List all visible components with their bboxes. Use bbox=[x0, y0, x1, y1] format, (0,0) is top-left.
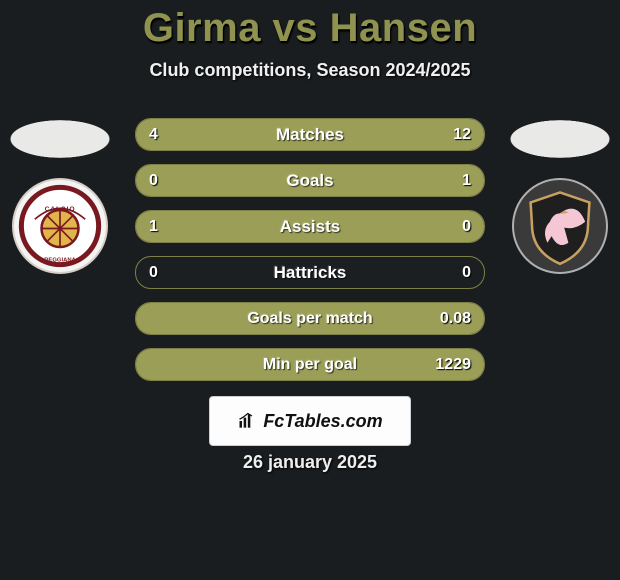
brand-badge[interactable]: FcTables.com bbox=[209, 396, 411, 446]
left-crest: CALCIO REGGIANA bbox=[12, 178, 108, 274]
stat-left-value: 1 bbox=[149, 210, 158, 243]
left-crest-icon: CALCIO REGGIANA bbox=[18, 184, 102, 268]
stat-right-value: 12 bbox=[453, 118, 471, 151]
chart-icon bbox=[237, 411, 257, 431]
stat-bar-matches: 4 12 Matches bbox=[135, 118, 485, 151]
stat-bar-hattricks: 0 0 Hattricks bbox=[135, 256, 485, 289]
brand-text: FcTables.com bbox=[263, 411, 382, 432]
stat-right-value: 0 bbox=[462, 210, 471, 243]
stat-right-value: 1 bbox=[462, 164, 471, 197]
svg-text:CALCIO: CALCIO bbox=[45, 206, 76, 213]
stat-bars: 4 12 Matches 0 1 Goals 1 0 Assists 0 0 H… bbox=[135, 118, 485, 381]
right-player-block bbox=[510, 120, 610, 274]
left-player-block: CALCIO REGGIANA bbox=[10, 120, 110, 274]
svg-text:REGGIANA: REGGIANA bbox=[44, 257, 76, 263]
right-name-ellipse bbox=[510, 120, 610, 158]
stat-left-value: 4 bbox=[149, 118, 158, 151]
right-crest bbox=[512, 178, 608, 274]
left-name-ellipse bbox=[10, 120, 110, 158]
stat-right-value: 0.08 bbox=[440, 302, 471, 335]
right-crest-icon bbox=[518, 184, 602, 268]
stat-right-value: 1229 bbox=[435, 348, 471, 381]
date-text: 26 january 2025 bbox=[0, 452, 620, 473]
stat-bar-assists: 1 0 Assists bbox=[135, 210, 485, 243]
stat-left-value: 0 bbox=[149, 256, 158, 289]
stat-bar-goals: 0 1 Goals bbox=[135, 164, 485, 197]
stat-left-value: 0 bbox=[149, 164, 158, 197]
page-title: Girma vs Hansen bbox=[0, 6, 620, 51]
stat-right-value: 0 bbox=[462, 256, 471, 289]
stat-bar-mpg: 1229 Min per goal bbox=[135, 348, 485, 381]
stat-bar-gpm: 0.08 Goals per match bbox=[135, 302, 485, 335]
subtitle: Club competitions, Season 2024/2025 bbox=[0, 60, 620, 81]
